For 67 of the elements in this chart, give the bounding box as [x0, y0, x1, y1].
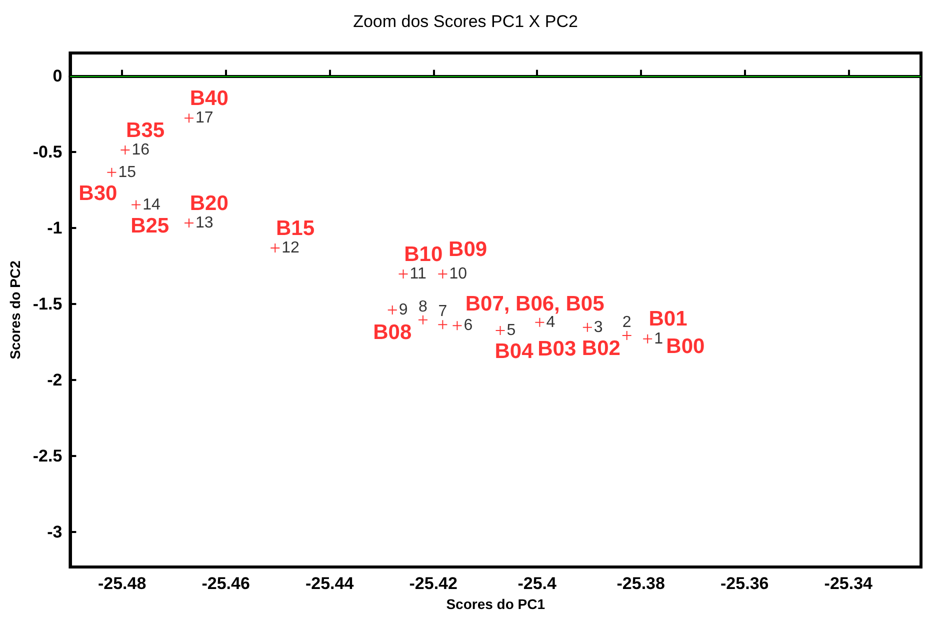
- annotation: B09: [448, 238, 488, 261]
- series-label: 14: [142, 196, 160, 214]
- annotation: B10: [404, 242, 443, 266]
- series-label: 7: [438, 303, 448, 320]
- series-label: 3: [594, 318, 603, 336]
- point: [642, 334, 653, 344]
- series-label: 2: [622, 314, 632, 332]
- annotation: B20: [190, 192, 228, 216]
- x-tick-label: -25.42: [409, 574, 458, 593]
- x-tick-label: -25.44: [305, 574, 354, 593]
- annotation: B15: [276, 216, 315, 240]
- y-tick-label: -0.5: [32, 142, 62, 162]
- point: [184, 218, 194, 228]
- point: [184, 113, 194, 124]
- point: [131, 200, 142, 210]
- point: [438, 320, 448, 330]
- annotation: B40: [190, 87, 228, 110]
- point: [418, 314, 428, 325]
- y-tick-label: -2: [47, 370, 62, 390]
- x-tick-label: -25.36: [720, 574, 769, 593]
- annotation: B00: [666, 335, 705, 358]
- point: [582, 322, 592, 332]
- y-axis-title: Scores do PC2: [7, 260, 23, 360]
- point: [452, 320, 462, 331]
- annotation: B30: [78, 182, 118, 206]
- series-label: 8: [418, 298, 428, 316]
- series-label: 16: [132, 142, 150, 159]
- series-label: 10: [449, 265, 468, 282]
- point: [387, 305, 398, 315]
- y-tick-label: -2.5: [32, 446, 62, 466]
- point: [495, 326, 506, 336]
- chart-title: Zoom dos Scores PC1 X PC2: [353, 12, 578, 31]
- series-label: 6: [464, 317, 473, 334]
- y-tick-label: -3: [47, 522, 62, 542]
- point: [438, 268, 448, 279]
- series-label: 15: [118, 164, 136, 181]
- x-tick-label: -25.34: [824, 574, 874, 593]
- series-label: 17: [195, 110, 214, 127]
- series-label: 1: [654, 330, 664, 348]
- point: [120, 145, 130, 156]
- series-label: 13: [195, 214, 214, 232]
- series-label: 11: [410, 265, 426, 282]
- series-label: 12: [282, 239, 300, 256]
- x-tick-label: -25.38: [616, 574, 665, 593]
- annotation: B01: [648, 308, 688, 331]
- point: [534, 317, 545, 328]
- annotation: B04: [494, 340, 534, 364]
- y-tick-label: -1: [47, 218, 62, 238]
- y-tick-label: 0: [52, 66, 62, 86]
- annotation: B25: [130, 214, 170, 238]
- x-tick-label: -25.46: [202, 574, 250, 593]
- point: [622, 330, 632, 341]
- point: [270, 242, 280, 253]
- annotation: B08: [373, 321, 412, 344]
- x-tick-label: -25.4: [518, 574, 558, 593]
- y-tick-label: -1.5: [32, 294, 62, 314]
- x-axis-title: Scores do PC1: [446, 596, 546, 612]
- annotation: B35: [126, 119, 165, 142]
- annotation: B07, B06, B05: [465, 292, 605, 316]
- point: [398, 268, 408, 279]
- series-label: 4: [546, 314, 556, 331]
- series-label: 9: [398, 302, 408, 318]
- annotation: B02: [582, 336, 620, 360]
- point: [106, 167, 117, 178]
- x-tick-label: -25.48: [98, 574, 146, 593]
- annotation: B03: [538, 338, 576, 361]
- series-label: 5: [506, 322, 516, 340]
